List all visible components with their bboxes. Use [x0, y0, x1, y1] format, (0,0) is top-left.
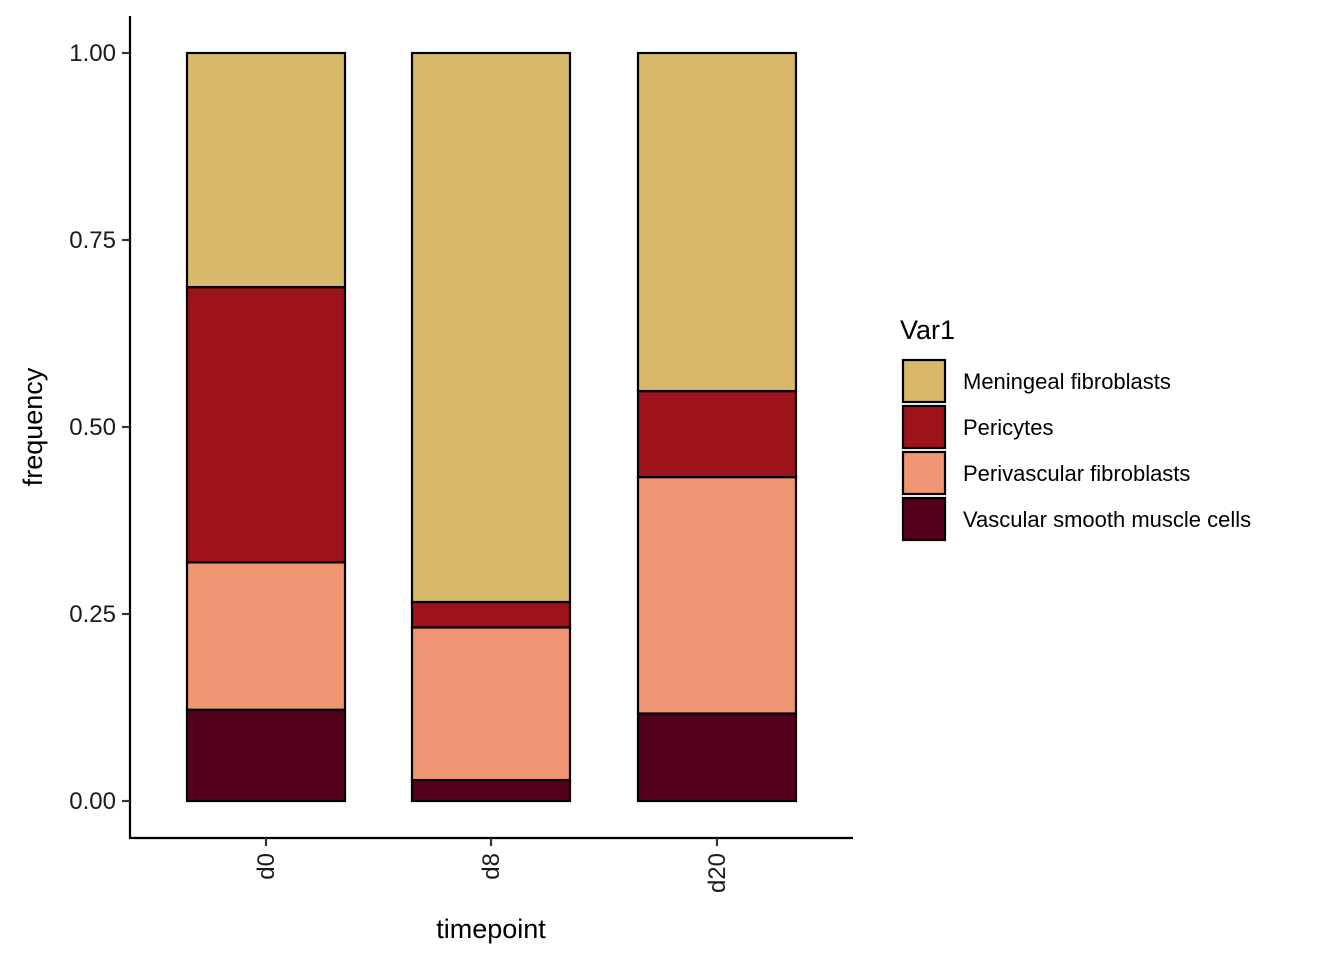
bar-d0-meningeal-fibroblasts: [185, 51, 347, 289]
bar-d8-perivascular-fibroblasts: [410, 626, 572, 782]
x-tick-label: d0: [253, 853, 280, 880]
bar-d8-pericytes: [410, 600, 572, 629]
y-tick-label: 0.25: [69, 601, 116, 628]
y-tick-label: 0.50: [69, 414, 116, 441]
bar-d0-pericytes: [185, 286, 347, 564]
x-tick-label: d20: [704, 853, 731, 893]
legend-label: Vascular smooth muscle cells: [963, 507, 1251, 532]
legend-title: Var1: [900, 315, 955, 345]
bar-d20-perivascular-fibroblasts: [636, 476, 798, 715]
y-tick-label: 0.75: [69, 227, 116, 254]
y-ticks: 0.00 0.25 0.50 0.75 1.00: [69, 40, 130, 815]
bar-d8-vascular-smooth-muscle-cells: [410, 778, 572, 803]
legend-swatch: [901, 358, 947, 404]
y-tick-label: 1.00: [69, 40, 116, 67]
x-axis-title: timepoint: [436, 914, 546, 944]
y-tick-label: 0.00: [69, 788, 116, 815]
legend-swatch: [901, 496, 947, 542]
legend-label: Pericytes: [963, 415, 1053, 440]
y-axis-title: frequency: [18, 367, 48, 486]
bar-d0-vascular-smooth-muscle-cells: [185, 708, 347, 803]
legend-label: Meningeal fibroblasts: [963, 369, 1171, 394]
bar-d0-perivascular-fibroblasts: [185, 561, 347, 711]
x-tick-label: d8: [478, 853, 505, 880]
legend: Var1 Meningeal fibroblasts Pericytes Periv…: [900, 315, 1251, 542]
bar-d20-meningeal-fibroblasts: [636, 51, 798, 393]
x-ticks: d0 d8 d20: [253, 838, 731, 893]
legend-swatch: [901, 450, 947, 496]
legend-label: Perivascular fibroblasts: [963, 461, 1190, 486]
bars-layer: [185, 51, 798, 803]
legend-items: Meningeal fibroblasts Pericytes Perivascul…: [901, 358, 1251, 542]
legend-swatch: [901, 404, 947, 450]
bar-d20-vascular-smooth-muscle-cells: [636, 712, 798, 803]
bar-d20-pericytes: [636, 389, 798, 479]
bar-d8-meningeal-fibroblasts: [410, 51, 572, 604]
